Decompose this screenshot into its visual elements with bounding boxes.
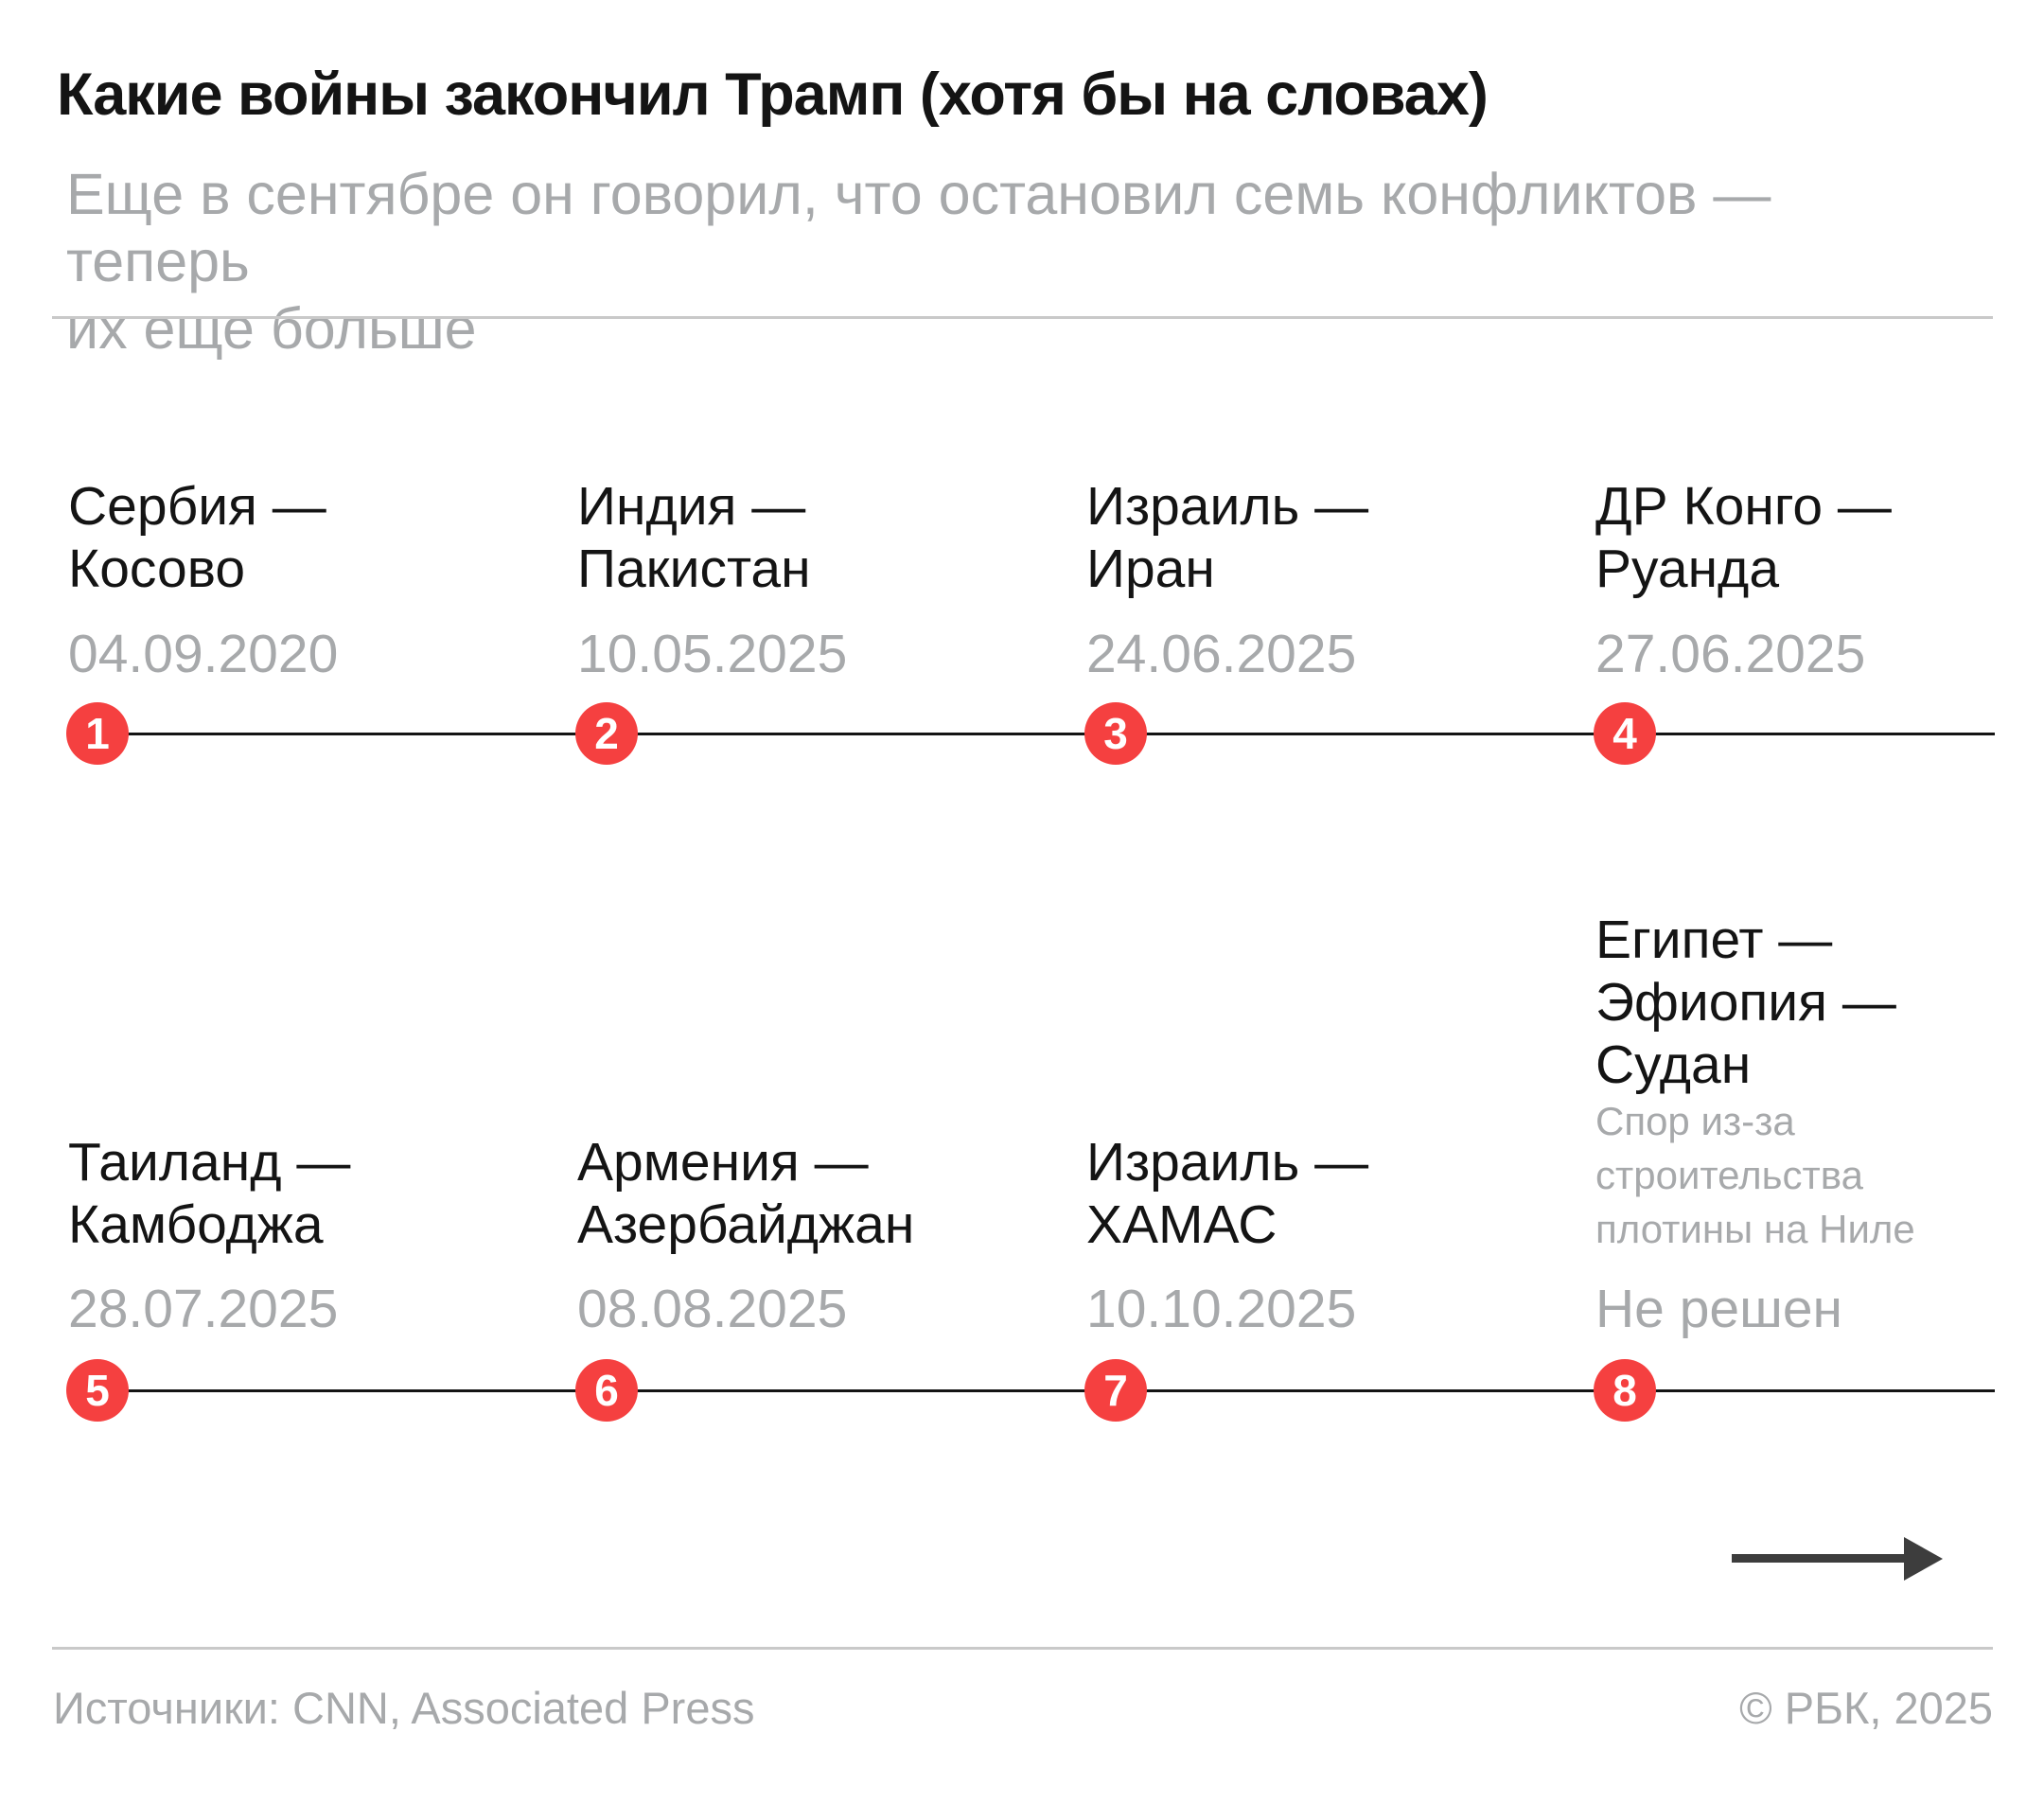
footer-sources: Источники: CNN, Associated Press [53,1683,755,1733]
footer-divider [52,1647,1993,1650]
marker-number: 3 [1103,709,1128,758]
timeline-line-row1 [97,733,1995,735]
timeline-marker-8: 8 [1594,1359,1656,1422]
header-divider [52,316,1993,319]
footer-copyright: © РБК, 2025 [1739,1683,1993,1733]
conflict-name: Индия — Пакистан [577,476,811,599]
conflict-date: 04.09.2020 [68,624,339,684]
timeline-item-7: Израиль — ХАМАС 10.10.2025 7 [1084,0,1541,1803]
conflict-name: ДР Конго — Руанда [1595,476,1892,599]
page-subtitle: Еще в сентябре он говорил, что остановил… [66,162,1771,361]
conflict-name: Армения — Азербайджан [577,1132,915,1255]
timeline-item-6: Армения — Азербайджан 08.08.2025 6 [575,0,1031,1803]
timeline-item-3: Израиль — Иран 24.06.2025 3 [1084,0,1541,1803]
conflict-name: Египет — Эфиопия — Судан [1595,910,1896,1095]
forward-arrow-shaft-icon [1732,1554,1906,1563]
timeline-item-1: Сербия — Косово 04.09.2020 1 [66,0,522,1803]
timeline-marker-3: 3 [1084,702,1147,765]
page-title: Какие войны закончил Трамп (хотя бы на с… [57,62,1489,128]
conflict-name: Израиль — Иран [1086,476,1369,599]
conflict-name: Сербия — Косово [68,476,326,599]
marker-number: 6 [594,1366,619,1415]
marker-number: 8 [1612,1366,1637,1415]
marker-number: 7 [1103,1366,1128,1415]
timeline-marker-1: 1 [66,702,129,765]
marker-number: 4 [1612,709,1637,758]
conflict-date: 10.10.2025 [1086,1279,1357,1339]
timeline-marker-7: 7 [1084,1359,1147,1422]
timeline-item-4: ДР Конго — Руанда 27.06.2025 4 [1594,0,2044,1803]
timeline-item-2: Индия — Пакистан 10.05.2025 2 [575,0,1031,1803]
conflict-date: 10.05.2025 [577,624,848,684]
marker-number: 5 [85,1366,110,1415]
marker-number: 2 [594,709,619,758]
conflict-date: 08.08.2025 [577,1279,848,1339]
conflict-name: Таиланд — Камбоджа [68,1132,351,1255]
timeline-line-row2 [97,1389,1995,1392]
timeline-marker-6: 6 [575,1359,638,1422]
conflict-date: 24.06.2025 [1086,624,1357,684]
timeline-marker-2: 2 [575,702,638,765]
conflict-date: 27.06.2025 [1595,624,1866,684]
forward-arrow-head-icon [1904,1537,1943,1581]
timeline-item-5: Таиланд — Камбоджа 28.07.2025 5 [66,0,522,1803]
timeline-item-8: Египет — Эфиопия — Судан Спор из-за стро… [1594,0,2044,1803]
marker-number: 1 [85,709,110,758]
timeline-marker-5: 5 [66,1359,129,1422]
conflict-status: Не решен [1595,1279,1843,1339]
timeline-marker-4: 4 [1594,702,1656,765]
conflict-note: Спор из-за строительства плотины на Ниле [1595,1099,1915,1251]
conflict-name: Израиль — ХАМАС [1086,1132,1369,1255]
conflict-date: 28.07.2025 [68,1279,339,1339]
